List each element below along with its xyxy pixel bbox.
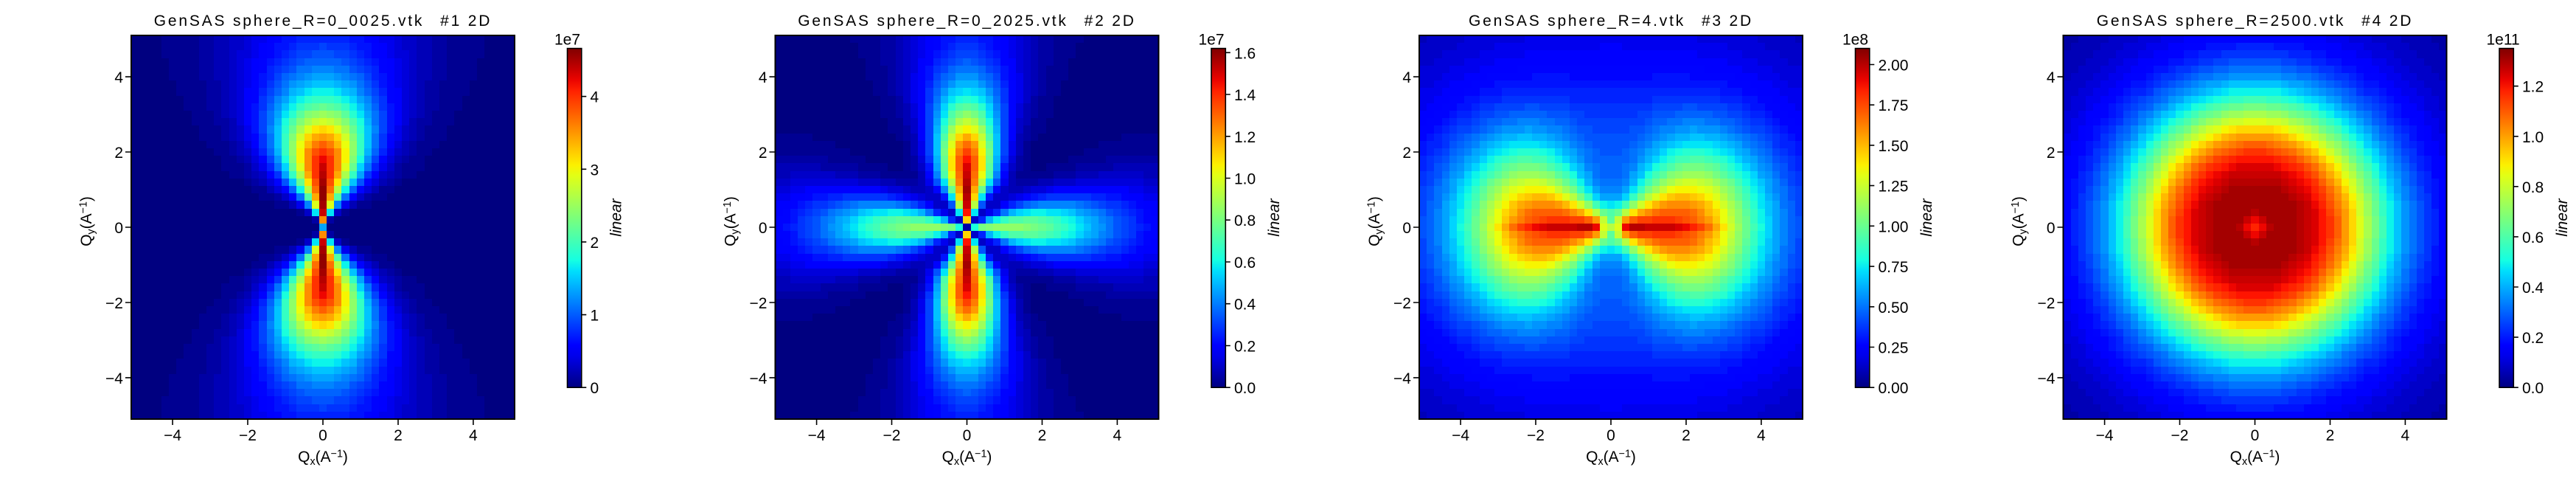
svg-text:0: 0	[1402, 220, 1411, 237]
svg-text:−4: −4	[1393, 370, 1411, 387]
svg-text:Qx(A−1): Qx(A−1)	[298, 449, 348, 469]
svg-text:GenSAS sphere_R=4.vtk #3 2D: GenSAS sphere_R=4.vtk #3 2D	[1469, 13, 1753, 30]
svg-text:0: 0	[2251, 427, 2260, 444]
svg-text:−2: −2	[1527, 427, 1545, 444]
svg-text:0.4: 0.4	[1234, 297, 1256, 314]
svg-text:2: 2	[1682, 427, 1691, 444]
svg-text:2: 2	[759, 145, 767, 162]
svg-text:linear: linear	[608, 198, 625, 236]
svg-text:−4: −4	[2038, 370, 2055, 387]
svg-text:4: 4	[2047, 69, 2055, 86]
svg-text:2: 2	[1038, 427, 1047, 444]
svg-text:4: 4	[1757, 427, 1766, 444]
svg-text:0.00: 0.00	[1879, 380, 1909, 397]
svg-text:−2: −2	[105, 295, 123, 312]
svg-text:0.2: 0.2	[2522, 330, 2544, 347]
svg-text:1.6: 1.6	[1234, 45, 1256, 62]
svg-text:Qx(A−1): Qx(A−1)	[2230, 449, 2280, 469]
svg-text:−2: −2	[883, 427, 901, 444]
svg-text:GenSAS sphere_R=2500.vtk #4 2: GenSAS sphere_R=2500.vtk #4 2D	[2097, 13, 2413, 30]
svg-text:linear: linear	[2554, 198, 2571, 236]
svg-text:3: 3	[591, 162, 599, 179]
svg-text:4: 4	[1402, 69, 1411, 86]
svg-text:0: 0	[963, 427, 972, 444]
svg-text:−2: −2	[239, 427, 257, 444]
svg-text:0: 0	[114, 220, 123, 237]
svg-text:1.0: 1.0	[2522, 129, 2544, 146]
svg-text:2: 2	[394, 427, 403, 444]
svg-text:1e7: 1e7	[1199, 32, 1225, 49]
svg-text:1e8: 1e8	[1842, 32, 1868, 49]
svg-text:−2: −2	[1393, 295, 1411, 312]
svg-text:−4: −4	[2096, 427, 2114, 444]
svg-text:−4: −4	[105, 370, 123, 387]
svg-text:0.75: 0.75	[1879, 259, 1909, 276]
svg-text:−2: −2	[2038, 295, 2055, 312]
svg-text:GenSAS sphere_R=0_2025.vtk #2: GenSAS sphere_R=0_2025.vtk #2 2D	[798, 13, 1135, 30]
svg-text:0: 0	[591, 380, 599, 397]
svg-text:GenSAS sphere_R=0_0025.vtk #1: GenSAS sphere_R=0_0025.vtk #1 2D	[154, 13, 492, 30]
svg-text:1: 1	[591, 308, 599, 325]
svg-text:4: 4	[114, 69, 123, 86]
svg-text:Qy(A−1): Qy(A−1)	[1366, 196, 1386, 246]
svg-text:1e7: 1e7	[554, 32, 580, 49]
svg-text:2: 2	[114, 145, 123, 162]
svg-text:1.50: 1.50	[1879, 138, 1909, 155]
svg-text:2: 2	[591, 235, 599, 252]
svg-text:0.6: 0.6	[1234, 255, 1256, 272]
svg-text:0: 0	[318, 427, 327, 444]
svg-text:Qx(A−1): Qx(A−1)	[942, 449, 992, 469]
svg-text:1.00: 1.00	[1879, 218, 1909, 235]
svg-text:4: 4	[759, 69, 767, 86]
svg-text:2: 2	[2047, 145, 2055, 162]
svg-text:1.75: 1.75	[1879, 97, 1909, 114]
svg-text:−4: −4	[164, 427, 181, 444]
svg-text:0: 0	[759, 220, 767, 237]
svg-text:linear: linear	[1266, 198, 1283, 236]
svg-text:4: 4	[469, 427, 478, 444]
svg-text:4: 4	[2401, 427, 2410, 444]
svg-text:4: 4	[591, 89, 599, 106]
svg-text:1.2: 1.2	[2522, 79, 2544, 96]
svg-text:1.2: 1.2	[1234, 129, 1256, 146]
svg-text:−4: −4	[1452, 427, 1469, 444]
svg-text:1.4: 1.4	[1234, 87, 1256, 104]
svg-text:4: 4	[1113, 427, 1122, 444]
svg-text:2: 2	[1402, 145, 1411, 162]
svg-text:1.25: 1.25	[1879, 179, 1909, 196]
svg-text:linear: linear	[1918, 198, 1935, 236]
svg-text:−2: −2	[750, 295, 767, 312]
svg-text:−2: −2	[2171, 427, 2189, 444]
svg-text:0.0: 0.0	[2522, 380, 2544, 397]
svg-text:2.00: 2.00	[1879, 58, 1909, 75]
svg-text:0.4: 0.4	[2522, 280, 2544, 297]
svg-text:1.0: 1.0	[1234, 171, 1256, 188]
svg-text:0.8: 0.8	[1234, 212, 1256, 229]
svg-text:1e11: 1e11	[2487, 32, 2520, 49]
svg-text:0.8: 0.8	[2522, 179, 2544, 196]
svg-text:2: 2	[2326, 427, 2335, 444]
svg-text:0: 0	[1606, 427, 1615, 444]
svg-text:−4: −4	[750, 370, 767, 387]
svg-text:0: 0	[2047, 220, 2055, 237]
svg-text:0.0: 0.0	[1234, 380, 1256, 397]
svg-text:0.6: 0.6	[2522, 229, 2544, 246]
svg-text:0.2: 0.2	[1234, 339, 1256, 356]
svg-text:−4: −4	[808, 427, 826, 444]
svg-text:0.50: 0.50	[1879, 300, 1909, 317]
svg-text:0.25: 0.25	[1879, 340, 1909, 357]
